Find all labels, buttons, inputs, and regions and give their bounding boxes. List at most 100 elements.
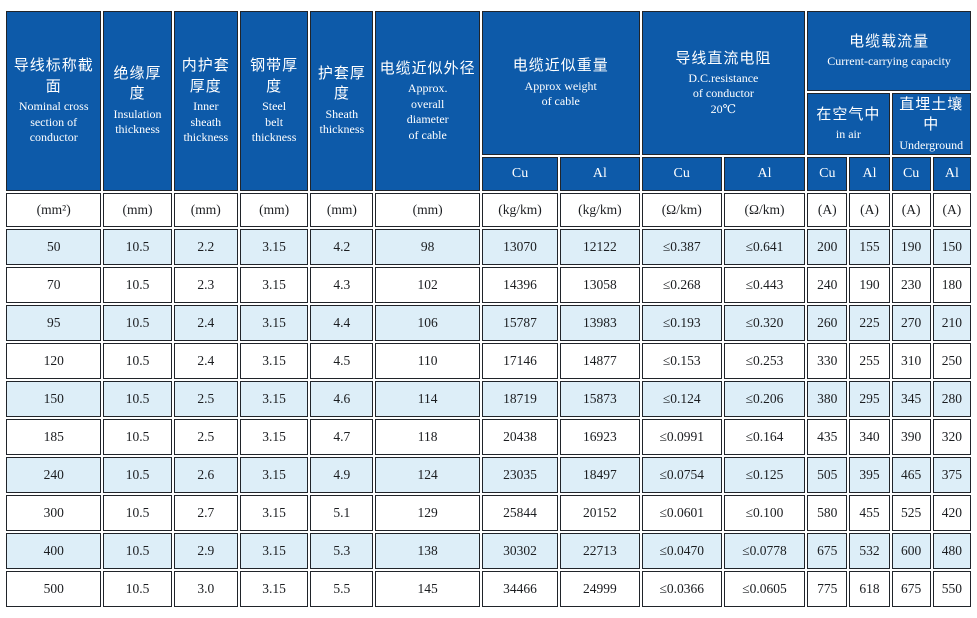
table-cell: 200 xyxy=(807,229,848,266)
table-cell: 25844 xyxy=(481,495,559,532)
col-header-diameter-en: Approx. overall diameter of cable xyxy=(406,80,449,142)
table-cell: ≤0.100 xyxy=(723,495,806,532)
table-row: 400 10.5 2.9 3.15 5.3 138 30302 22713 ≤0.0470 ≤0.… xyxy=(6,533,971,570)
table-cell: 150 xyxy=(6,381,102,418)
table-cell: 24999 xyxy=(560,571,640,608)
unit-cell: (mm) xyxy=(239,193,309,228)
table-cell: 10.5 xyxy=(103,305,172,342)
subheader-air-cu: Cu xyxy=(807,157,848,192)
unit-cell: (kg/km) xyxy=(481,193,559,228)
table-cell: 3.15 xyxy=(239,305,309,342)
table-row: 95 10.5 2.4 3.15 4.4 106 15787 13983 ≤0.193 ≤0.32… xyxy=(6,305,971,342)
table-cell: ≤0.0601 xyxy=(641,495,722,532)
col-header-underground: 直埋土壤中 Underground xyxy=(891,93,971,156)
table-cell: ≤0.0754 xyxy=(641,457,722,494)
subheader-air-al: Al xyxy=(849,157,890,192)
table-cell: 675 xyxy=(807,533,848,570)
col-header-capacity-en: Current-carrying capacity xyxy=(827,54,951,69)
table-cell: ≤0.0470 xyxy=(641,533,722,570)
table-cell: 155 xyxy=(849,229,890,266)
table-cell: ≤0.0605 xyxy=(723,571,806,608)
table-cell: 330 xyxy=(807,343,848,380)
table-cell: 455 xyxy=(849,495,890,532)
col-header-insulation-zh: 绝缘厚度 xyxy=(113,66,162,103)
col-header-weight-en: Approx weight of cable xyxy=(524,78,597,109)
table-cell: 2.2 xyxy=(173,229,238,266)
table-cell: 10.5 xyxy=(103,267,172,304)
table-cell: 102 xyxy=(375,267,480,304)
unit-cell: (mm) xyxy=(375,193,480,228)
table-cell: 255 xyxy=(849,343,890,380)
col-header-diameter-zh: 电缆近似外径 xyxy=(379,60,476,77)
col-header-steel-belt-en: Steel belt thickness xyxy=(251,98,297,145)
table-cell: 250 xyxy=(932,343,971,380)
table-cell: 114 xyxy=(375,381,480,418)
col-header-underground-zh: 直埋土壤中 xyxy=(899,97,964,134)
table-cell: 70 xyxy=(6,267,102,304)
table-cell: ≤0.124 xyxy=(641,381,722,418)
table-cell: ≤0.268 xyxy=(641,267,722,304)
col-header-nominal-en: Nominal cross section of conductor xyxy=(18,98,89,145)
table-cell: 400 xyxy=(6,533,102,570)
table-cell: 10.5 xyxy=(103,419,172,456)
unit-cell: (Ω/km) xyxy=(641,193,722,228)
col-header-weight-zh: 电缆近似重量 xyxy=(512,58,609,75)
subheader-underground-cu: Cu xyxy=(891,157,931,192)
table-cell: 532 xyxy=(849,533,890,570)
table-cell: 106 xyxy=(375,305,480,342)
col-header-inner-sheath-en: Inner sheath thickness xyxy=(183,98,229,145)
col-header-underground-en: Underground xyxy=(899,137,964,152)
table-cell: 145 xyxy=(375,571,480,608)
col-header-in-air-en: in air xyxy=(835,127,861,142)
unit-cell: (mm) xyxy=(173,193,238,228)
table-cell: 34466 xyxy=(481,571,559,608)
col-header-nominal-cross-section: 导线标称截面 Nominal cross section of conducto… xyxy=(6,11,102,192)
table-cell: 4.3 xyxy=(310,267,374,304)
table-cell: 3.15 xyxy=(239,533,309,570)
table-cell: ≤0.0366 xyxy=(641,571,722,608)
table-cell: 618 xyxy=(849,571,890,608)
col-header-sheath-en: Sheath thickness xyxy=(319,106,365,137)
table-cell: 300 xyxy=(6,495,102,532)
unit-cell: (kg/km) xyxy=(560,193,640,228)
units-row: (mm²) (mm) (mm) (mm) (mm) (mm) (kg/km) (kg/km)(… xyxy=(6,193,971,228)
subheader-dc-al: Al xyxy=(723,157,806,192)
col-header-inner-sheath-zh: 内护套 厚度 xyxy=(181,58,230,95)
table-cell: 525 xyxy=(891,495,931,532)
table-cell: ≤0.320 xyxy=(723,305,806,342)
col-header-current-capacity: 电缆载流量 Current-carrying capacity xyxy=(807,11,971,91)
table-cell: 110 xyxy=(375,343,480,380)
table-cell: 3.15 xyxy=(239,381,309,418)
table-cell: 118 xyxy=(375,419,480,456)
table-cell: 500 xyxy=(6,571,102,608)
table-cell: ≤0.0991 xyxy=(641,419,722,456)
table-cell: 10.5 xyxy=(103,495,172,532)
table-cell: 16923 xyxy=(560,419,640,456)
table-cell: 2.7 xyxy=(173,495,238,532)
table-cell: 30302 xyxy=(481,533,559,570)
table-cell: 320 xyxy=(932,419,971,456)
table-cell: 129 xyxy=(375,495,480,532)
table-row: 240 10.5 2.6 3.15 4.9 124 23035 18497 ≤0.0754 ≤0.… xyxy=(6,457,971,494)
table-cell: 4.2 xyxy=(310,229,374,266)
table-cell: 150 xyxy=(932,229,971,266)
table-cell: 15787 xyxy=(481,305,559,342)
table-cell: 340 xyxy=(849,419,890,456)
table-cell: 18719 xyxy=(481,381,559,418)
unit-cell: (A) xyxy=(807,193,848,228)
table-cell: 3.15 xyxy=(239,267,309,304)
table-cell: 10.5 xyxy=(103,229,172,266)
table-cell: 505 xyxy=(807,457,848,494)
table-cell: ≤0.206 xyxy=(723,381,806,418)
table-cell: 550 xyxy=(932,571,971,608)
unit-cell: (A) xyxy=(891,193,931,228)
table-cell: 4.9 xyxy=(310,457,374,494)
table-cell: 12122 xyxy=(560,229,640,266)
unit-cell: (mm) xyxy=(310,193,374,228)
table-cell: 4.6 xyxy=(310,381,374,418)
unit-cell: (Ω/km) xyxy=(723,193,806,228)
table-cell: 3.15 xyxy=(239,571,309,608)
table-cell: 3.15 xyxy=(239,229,309,266)
table-cell: 3.15 xyxy=(239,343,309,380)
table-cell: ≤0.253 xyxy=(723,343,806,380)
